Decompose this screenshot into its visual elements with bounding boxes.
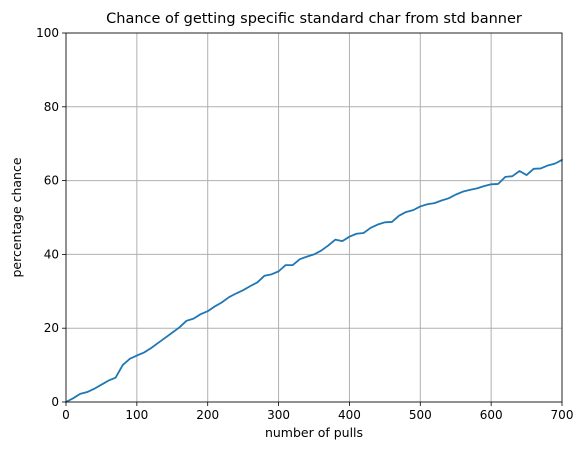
- x-tick-label: 300: [267, 408, 290, 422]
- y-tick-label: 60: [44, 174, 59, 188]
- x-tick-label: 400: [338, 408, 361, 422]
- x-tick-label: 700: [551, 408, 574, 422]
- y-tick-label: 80: [44, 100, 59, 114]
- y-tick-label: 40: [44, 247, 59, 261]
- x-tick-label: 500: [409, 408, 432, 422]
- plot-frame: [65, 32, 563, 403]
- y-tick-label: 100: [36, 26, 59, 40]
- x-tick-label: 200: [196, 408, 219, 422]
- grid: [65, 32, 563, 403]
- series-line: [65, 159, 563, 403]
- y-axis-label: percentage chance: [9, 157, 24, 277]
- x-tick-label: 100: [125, 408, 148, 422]
- x-tick-label: 600: [480, 408, 503, 422]
- axis-ticks: 0 100 200 300 400 500 600 700 0 20 40 60 80 100: [36, 26, 573, 422]
- x-axis-label: number of pulls: [265, 425, 363, 440]
- x-tick-label: 0: [62, 408, 70, 422]
- y-tick-label: 0: [51, 395, 59, 409]
- series-layer: [65, 159, 563, 403]
- chart-title: Chance of getting specific standard char…: [106, 11, 522, 27]
- y-tick-label: 20: [44, 321, 59, 335]
